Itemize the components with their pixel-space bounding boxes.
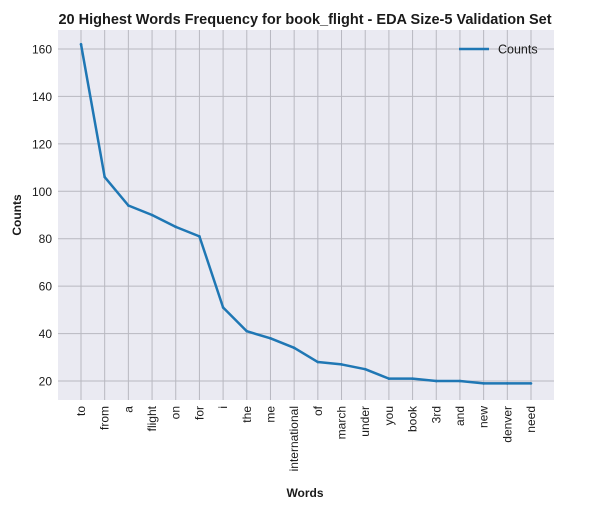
x-tick-label: march [335, 406, 349, 439]
data-point [529, 382, 533, 385]
x-tick-label: for [192, 406, 206, 420]
x-tick-label: international [287, 406, 301, 471]
data-point [363, 367, 367, 371]
data-point [103, 175, 106, 179]
y-tick-label: 20 [39, 375, 53, 389]
x-tick-label: new [477, 406, 491, 428]
y-tick-label: 160 [32, 42, 52, 56]
data-point [245, 329, 249, 333]
x-tick-label: a [121, 406, 135, 413]
x-tick-label: to [74, 406, 88, 416]
chart-title: 20 Highest Words Frequency for book_flig… [58, 12, 551, 28]
x-axis-ticks: to from a flight on for i the me international of m… [74, 405, 538, 471]
x-tick-label: book [406, 405, 420, 432]
x-tick-label: on [169, 406, 183, 419]
y-axis-ticks: 20 40 60 80 100 120 140 160 [32, 42, 52, 388]
data-point [198, 235, 201, 238]
legend: Counts [459, 43, 538, 57]
data-point [150, 213, 154, 217]
series-line-counts [79, 44, 531, 385]
y-tick-label: 120 [32, 137, 52, 151]
y-tick-label: 140 [32, 90, 52, 104]
data-point [458, 379, 462, 383]
grid-layer [58, 30, 554, 400]
x-tick-label: denver [500, 406, 514, 443]
y-tick-label: 40 [39, 327, 53, 341]
series-layer [79, 42, 533, 385]
plot-area [58, 30, 554, 400]
x-tick-label: 3rd [429, 406, 443, 423]
y-tick-label: 60 [39, 280, 53, 294]
data-point [269, 337, 272, 340]
x-tick-label: and [453, 406, 467, 426]
y-axis-label: Counts [10, 194, 24, 236]
data-point [127, 204, 130, 207]
data-point [316, 360, 320, 364]
data-point [340, 363, 343, 366]
y-tick-label: 100 [32, 185, 52, 199]
y-tick-label: 80 [39, 232, 53, 246]
data-point [292, 346, 296, 350]
x-tick-label: the [240, 406, 254, 423]
x-tick-label: of [311, 405, 325, 416]
data-point [434, 379, 438, 383]
x-tick-label: under [358, 406, 372, 437]
data-point [79, 42, 83, 46]
x-tick-label: need [524, 406, 538, 433]
data-point [482, 382, 485, 385]
data-point [387, 377, 391, 380]
x-tick-label: i [216, 406, 230, 409]
data-point [174, 225, 178, 229]
x-tick-label: flight [145, 405, 159, 431]
x-tick-label: you [382, 406, 396, 425]
x-tick-label: from [98, 406, 112, 430]
data-point [221, 306, 225, 309]
x-axis-label: Words [286, 486, 323, 500]
data-point [506, 382, 509, 385]
x-tick-label: me [263, 406, 277, 423]
data-point [411, 377, 414, 380]
legend-label-counts: Counts [498, 43, 538, 57]
